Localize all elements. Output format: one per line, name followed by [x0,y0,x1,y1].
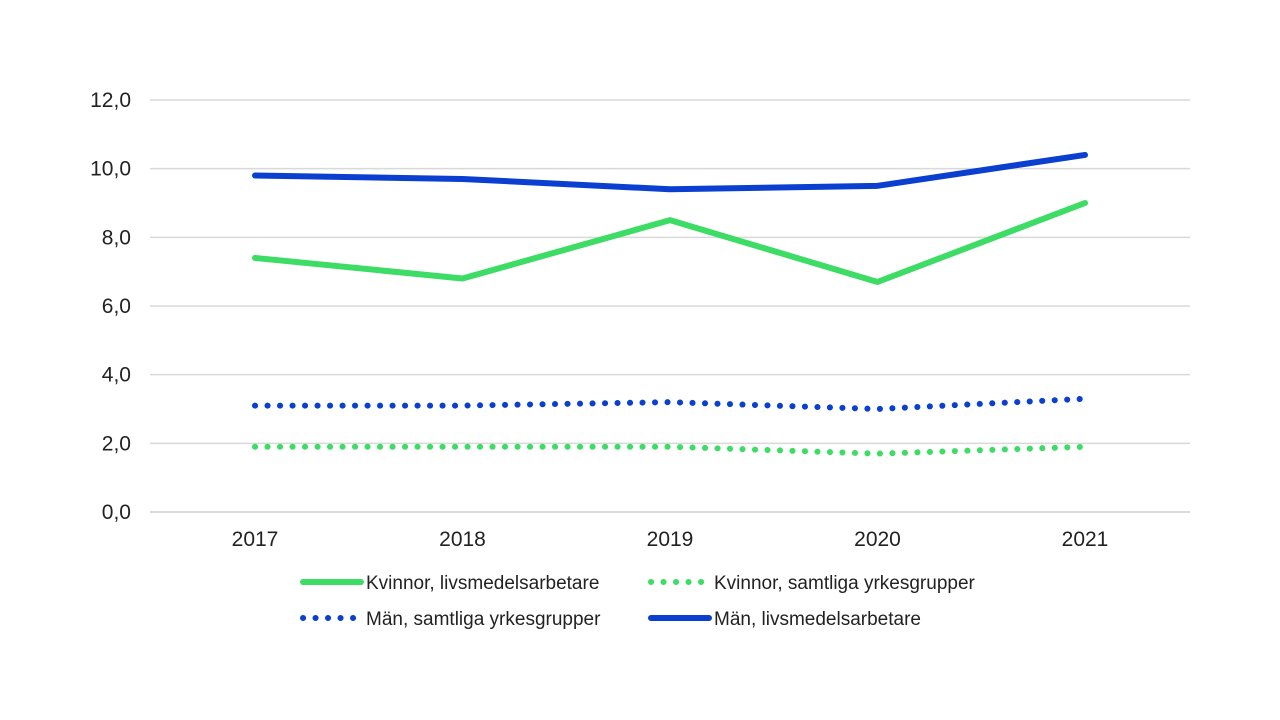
legend-item: Kvinnor, samtliga yrkesgrupper [651,573,976,594]
x-tick-label: 2021 [1062,528,1109,551]
series-line-4 [255,155,1085,189]
y-tick-label: 4,0 [102,364,131,387]
series-line-1 [255,203,1085,282]
x-tick-label: 2019 [647,528,694,551]
y-tick-label: 0,0 [102,501,131,524]
legend-item: Kvinnor, livsmedelsarbetare [303,573,599,594]
y-tick-label: 8,0 [102,226,131,249]
legend: Kvinnor, livsmedelsarbetare Kvinnor, samt… [303,573,976,630]
series-line-3 [255,399,1085,409]
x-tick-label: 2017 [232,528,279,551]
legend-item: Män, samtliga yrkesgrupper [303,609,601,630]
x-tick-label: 2018 [439,528,486,551]
x-tick-label: 2020 [854,528,901,551]
y-tick-label: 6,0 [102,295,131,318]
y-axis-ticks: 0,0 2,0 4,0 6,0 8,0 10,0 12,0 [90,89,131,524]
legend-label: Män, samtliga yrkesgrupper [366,609,601,630]
x-axis-ticks: 2017 2018 2019 2020 2021 [232,528,1109,551]
series-lines [255,155,1085,454]
y-tick-label: 2,0 [102,432,131,455]
legend-label: Kvinnor, livsmedelsarbetare [366,573,599,594]
legend-label: Kvinnor, samtliga yrkesgrupper [714,573,976,594]
series-line-2 [255,447,1085,454]
y-tick-label: 10,0 [90,158,131,181]
legend-label: Män, livsmedelsarbetare [714,609,921,630]
y-tick-label: 12,0 [90,89,131,112]
legend-item: Män, livsmedelsarbetare [651,609,921,630]
